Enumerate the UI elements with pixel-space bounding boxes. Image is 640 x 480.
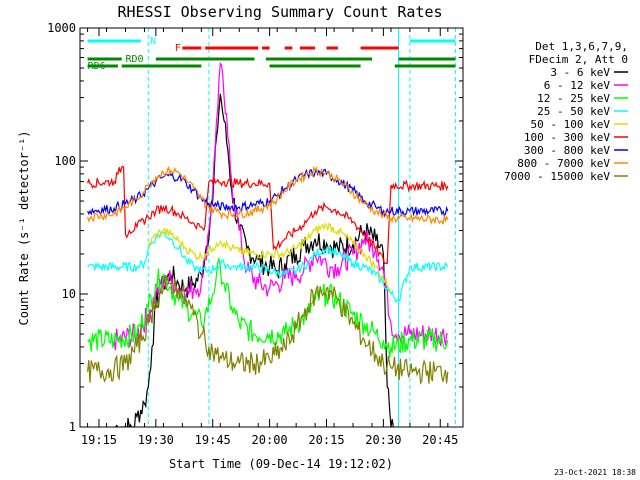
series-group — [87, 28, 456, 427]
series-line — [87, 165, 449, 226]
series-line — [87, 274, 449, 385]
chart-title: RHESSI Observing Summary Count Rates — [117, 3, 442, 21]
x-tick-label: 19:45 — [195, 433, 231, 447]
series-line — [147, 222, 392, 292]
legend-entry-label: 100 - 300 keV — [524, 131, 610, 144]
legend-entry-label: 25 - 50 keV — [537, 105, 610, 118]
x-tick-label: 19:30 — [138, 433, 174, 447]
legend-entry-label: 7000 - 15000 keV — [504, 170, 610, 183]
legend: Det 1,3,6,7,9,FDecim 2, Att 03 - 6 keV6 … — [504, 40, 628, 183]
rd0-label: RD0 — [126, 54, 144, 65]
flare-label: F — [175, 43, 181, 54]
y-tick-label: 1000 — [47, 21, 76, 35]
legend-entry-label: 50 - 100 keV — [531, 118, 611, 131]
legend-header: Det 1,3,6,7,9, — [535, 40, 628, 53]
series-line — [87, 230, 449, 304]
x-axis: 19:15 19:30 19:45 20:00 20:15 20:30 20:45 — [81, 28, 458, 447]
plot-frame — [79, 27, 464, 428]
legend-entry-label: 300 - 800 keV — [524, 144, 610, 157]
legend-header: FDecim 2, Att 0 — [529, 53, 628, 66]
legend-entry-label: 12 - 25 keV — [537, 92, 610, 105]
footer-timestamp: 23-Oct-2021 18:38 — [554, 468, 636, 477]
legend-entry-label: 3 - 6 keV — [550, 66, 610, 79]
series-line — [87, 256, 449, 358]
y-axis-label: Count Rate (s⁻¹ detector⁻¹) — [17, 130, 31, 325]
x-tick-label: 20:00 — [252, 433, 288, 447]
x-tick-label: 20:15 — [308, 433, 344, 447]
series-line — [87, 165, 449, 264]
series-line — [87, 167, 449, 218]
legend-entry-label: 800 - 7000 keV — [517, 157, 610, 170]
x-axis-label: Start Time (09-Dec-14 19:12:02) — [169, 457, 393, 471]
x-tick-label: 19:15 — [81, 433, 117, 447]
y-tick-label: 100 — [54, 154, 76, 168]
y-tick-label: 10 — [62, 287, 76, 301]
rd6-label: RD6 — [88, 61, 106, 72]
plot-area: N F RD0 RD6 — [87, 28, 456, 427]
night-label: N — [150, 36, 156, 47]
x-tick-label: 20:45 — [422, 433, 458, 447]
y-axis: 1 10 100 1000 — [47, 21, 463, 434]
x-tick-label: 20:30 — [365, 433, 401, 447]
legend-entry-label: 6 - 12 keV — [544, 79, 611, 92]
y-tick-label: 1 — [69, 420, 76, 434]
